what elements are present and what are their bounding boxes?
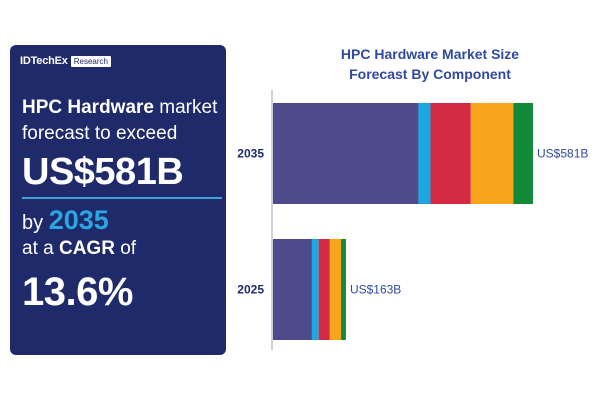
bar-segment-2035-4 — [470, 103, 514, 204]
bar-segment-2025-5 — [341, 239, 346, 340]
forecast-value: US$581B — [22, 151, 184, 193]
headline-bold: HPC Hardware — [22, 97, 154, 118]
cagr-rate: 13.6% — [22, 270, 133, 314]
bar-segment-2025-3 — [318, 239, 330, 340]
total-label-2035: US$581B — [537, 147, 588, 161]
cagr-suffix: of — [114, 238, 137, 259]
bar-segment-2035-5 — [513, 103, 533, 204]
value-underline — [22, 197, 222, 199]
promo-panel: IDTechEx Research HPC Hardware market fo… — [10, 45, 226, 355]
headline-line1: HPC Hardware market — [22, 97, 217, 119]
brand-logo: IDTechEx Research — [20, 55, 111, 67]
brand-name: IDTechEx — [20, 55, 68, 67]
headline-line2: forecast to exceed — [22, 123, 178, 144]
bar-segment-2025-2 — [311, 239, 319, 340]
forecast-year: 2035 — [48, 205, 109, 235]
cagr-line: at a CAGR of — [22, 238, 136, 260]
bar-segment-2025-4 — [329, 239, 342, 340]
bar-segment-2035-1 — [273, 103, 419, 204]
bar-segment-2025-1 — [273, 239, 312, 340]
by-year-line: by 2035 — [22, 205, 109, 236]
brand-tag: Research — [70, 55, 111, 67]
category-label-2035: 2035 — [237, 147, 264, 161]
bar-segment-2035-3 — [430, 103, 471, 204]
cagr-label: CAGR — [58, 238, 115, 259]
total-label-2025: US$163B — [350, 283, 401, 297]
bar-segment-2035-2 — [418, 103, 431, 204]
category-label-2025: 2025 — [237, 283, 264, 297]
cagr-prefix: at a — [22, 238, 59, 259]
chart-title-line1: HPC Hardware Market Size — [340, 46, 520, 62]
chart-title-line2: Forecast By Component — [349, 66, 511, 82]
headline-rest: market — [154, 97, 218, 118]
by-prefix: by — [22, 212, 49, 234]
chart-title: HPC Hardware Market Size Forecast By Com… — [280, 44, 580, 84]
